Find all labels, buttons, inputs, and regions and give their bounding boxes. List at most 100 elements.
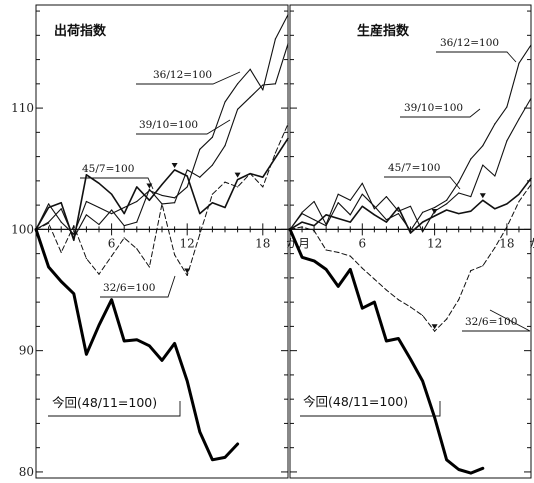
y-tick-label: 80 <box>19 465 34 479</box>
data-point <box>337 217 339 220</box>
data-point <box>373 278 375 280</box>
data-point <box>349 214 351 216</box>
data-point <box>530 44 532 46</box>
data-point <box>73 239 75 241</box>
data-point <box>262 89 264 91</box>
data-point <box>148 188 150 190</box>
data-point <box>186 380 188 382</box>
label-leader-line <box>400 108 481 118</box>
y-tick-label: 90 <box>19 344 34 358</box>
data-point <box>409 232 412 234</box>
data-point <box>35 228 37 230</box>
data-point <box>73 293 75 295</box>
x-unit-label: か月 <box>529 236 534 250</box>
data-point <box>287 43 289 45</box>
data-point <box>337 285 339 287</box>
label-leader-line <box>462 309 531 332</box>
series-label: 今回(48/11=100) <box>303 394 408 409</box>
label-leader-line <box>384 176 461 190</box>
data-point <box>446 459 448 461</box>
data-point <box>494 208 496 210</box>
data-point <box>111 209 113 211</box>
panel-production-index: 6 12 18 か月 生産指数 36/12=100 39/10=100 45/7=100 32/… <box>288 4 534 479</box>
label-leader-line <box>48 401 181 417</box>
data-point <box>199 213 201 215</box>
data-point <box>111 213 113 215</box>
series-line <box>35 137 289 242</box>
data-point <box>373 208 375 210</box>
data-point <box>373 301 375 303</box>
data-point <box>199 148 201 150</box>
data-point <box>482 265 484 267</box>
series-label: 36/12=100 <box>440 37 499 49</box>
series-label: 39/10=100 <box>404 102 463 114</box>
data-point <box>85 257 87 260</box>
data-point <box>249 96 251 98</box>
data-point <box>337 251 339 254</box>
data-point <box>361 205 363 207</box>
data-point <box>421 314 424 317</box>
data-point <box>361 267 363 269</box>
data-point <box>313 219 315 221</box>
data-point <box>174 197 176 199</box>
data-point <box>434 206 436 209</box>
data-point <box>409 358 412 360</box>
data-point <box>186 175 188 177</box>
data-point <box>287 123 289 125</box>
data-point <box>458 468 460 471</box>
x-tick-label: 18 <box>255 236 270 250</box>
data-point <box>506 106 508 108</box>
data-point <box>199 431 201 433</box>
series-label: 今回(48/11=100) <box>52 395 157 410</box>
data-point <box>506 226 508 228</box>
data-point <box>446 318 448 320</box>
data-point <box>446 199 448 201</box>
data-point <box>237 179 239 181</box>
data-point <box>349 199 351 201</box>
data-point <box>287 137 289 140</box>
data-point <box>48 206 50 209</box>
data-point <box>518 62 520 64</box>
data-point <box>186 186 188 188</box>
x-tick-label: 6 <box>358 236 366 250</box>
x-tick-label: 18 <box>499 236 514 250</box>
data-point <box>237 186 239 188</box>
data-point <box>262 186 264 188</box>
data-point <box>136 248 138 250</box>
data-point <box>530 97 532 99</box>
data-point <box>174 202 176 204</box>
panel-frame <box>35 4 289 479</box>
data-point <box>361 182 363 184</box>
series-label: 32/6=100 <box>465 316 517 328</box>
data-point <box>85 200 87 203</box>
data-point <box>287 14 289 16</box>
data-point <box>60 251 62 254</box>
data-point <box>186 274 188 277</box>
data-point <box>421 211 424 213</box>
data-point <box>60 202 62 204</box>
data-point <box>325 249 327 251</box>
data-point <box>397 210 400 212</box>
data-point <box>199 176 201 178</box>
data-point <box>98 324 100 326</box>
data-point <box>48 266 50 268</box>
data-point <box>274 83 276 85</box>
data-point <box>494 246 496 249</box>
data-point <box>301 226 303 228</box>
data-point <box>361 193 363 195</box>
data-point <box>73 225 75 227</box>
turning-point-marker <box>431 209 438 215</box>
data-point <box>289 228 291 230</box>
data-point <box>237 443 239 445</box>
data-point <box>397 206 400 209</box>
turning-point-marker <box>171 162 178 168</box>
data-point <box>98 223 100 226</box>
data-point <box>385 221 387 223</box>
data-point <box>470 210 472 212</box>
data-point <box>123 237 125 239</box>
data-point <box>211 164 213 166</box>
data-point <box>434 330 436 332</box>
data-point <box>458 181 460 183</box>
data-point <box>161 203 163 205</box>
data-point <box>211 136 213 138</box>
